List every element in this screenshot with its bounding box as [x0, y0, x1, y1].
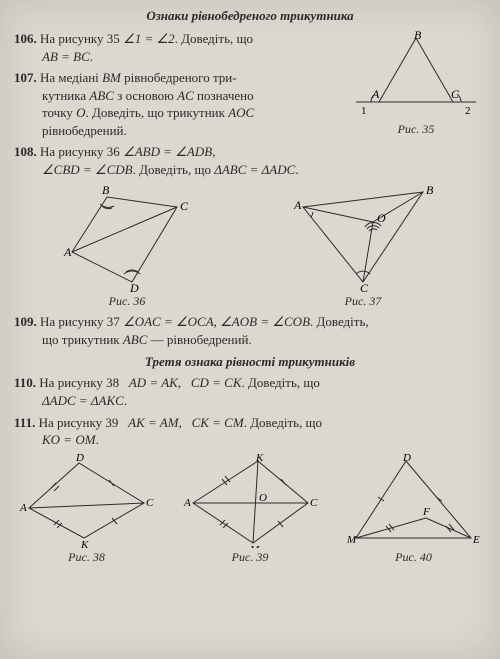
svg-text:A: A: [371, 87, 380, 101]
svg-text:D: D: [129, 281, 139, 292]
svg-text:F: F: [422, 506, 430, 518]
problem-109: 109. На рисунку 37 ∠OAC = ∠OCA, ∠AOB = ∠…: [14, 313, 486, 348]
svg-text:1: 1: [361, 105, 367, 117]
svg-text:D: D: [75, 453, 84, 464]
figure-38: A C D K: [14, 453, 159, 548]
subsection-header: Третя ознака рівності трикутників: [14, 354, 486, 370]
figure-row-36-37: A B C D Рис. 36 A B C O Рис. 37: [14, 182, 486, 309]
svg-text:C: C: [180, 199, 189, 213]
figure-39-block: A C K M O Рис. 39: [178, 453, 323, 565]
svg-text:A: A: [19, 502, 27, 514]
svg-text:A: A: [63, 245, 72, 259]
svg-text:B: B: [102, 183, 110, 197]
svg-text:B: B: [426, 183, 434, 197]
svg-text:A: A: [183, 497, 191, 509]
figure-38-block: A C D K Рис. 38: [14, 453, 159, 565]
svg-text:O: O: [377, 211, 386, 225]
svg-text:M: M: [346, 534, 357, 546]
figure-40-block: D M E F Рис. 40: [341, 453, 486, 565]
problem-110: 110. На рисунку 38 AD = AK, CD = CK. Дов…: [14, 374, 486, 409]
figure-36: A B C D: [52, 182, 202, 292]
svg-text:B: B: [414, 30, 422, 42]
figure-35-block: B A C 1 2 Рис. 35: [346, 30, 486, 137]
svg-text:A: A: [293, 198, 302, 212]
svg-text:2: 2: [465, 105, 471, 117]
svg-text:D: D: [402, 453, 411, 464]
svg-text:K: K: [255, 453, 264, 464]
svg-text:C: C: [146, 497, 154, 509]
svg-text:C: C: [451, 87, 460, 101]
problem-111: 111. На рисунку 39 AK = AM, CK = CM. Дов…: [14, 414, 486, 449]
section-header: Ознаки рівнобедреного трикутника: [14, 8, 486, 24]
svg-text:M: M: [249, 544, 260, 548]
svg-text:E: E: [472, 534, 480, 546]
textbook-page: { "header": "Ознаки рівнобедреного трику…: [0, 0, 500, 659]
svg-text:C: C: [310, 497, 318, 509]
problem-108: 108. На рисунку 36 ∠ABD = ∠ADB, ∠CBD = ∠…: [14, 143, 486, 178]
figure-39: A C K M O: [178, 453, 323, 548]
figure-40: D M E F: [341, 453, 486, 548]
figure-37-block: A B C O Рис. 37: [278, 182, 448, 309]
svg-text:K: K: [80, 539, 89, 548]
figure-row-38-40: A C D K Рис. 38 A C K M O Рис. 39: [14, 453, 486, 565]
figure-37: A B C O: [278, 182, 448, 292]
figure-35-caption: Рис. 35: [346, 122, 486, 137]
svg-text:O: O: [259, 492, 267, 504]
svg-text:C: C: [360, 281, 369, 292]
figure-36-block: A B C D Рис. 36: [52, 182, 202, 309]
figure-35: B A C 1 2: [351, 30, 481, 120]
